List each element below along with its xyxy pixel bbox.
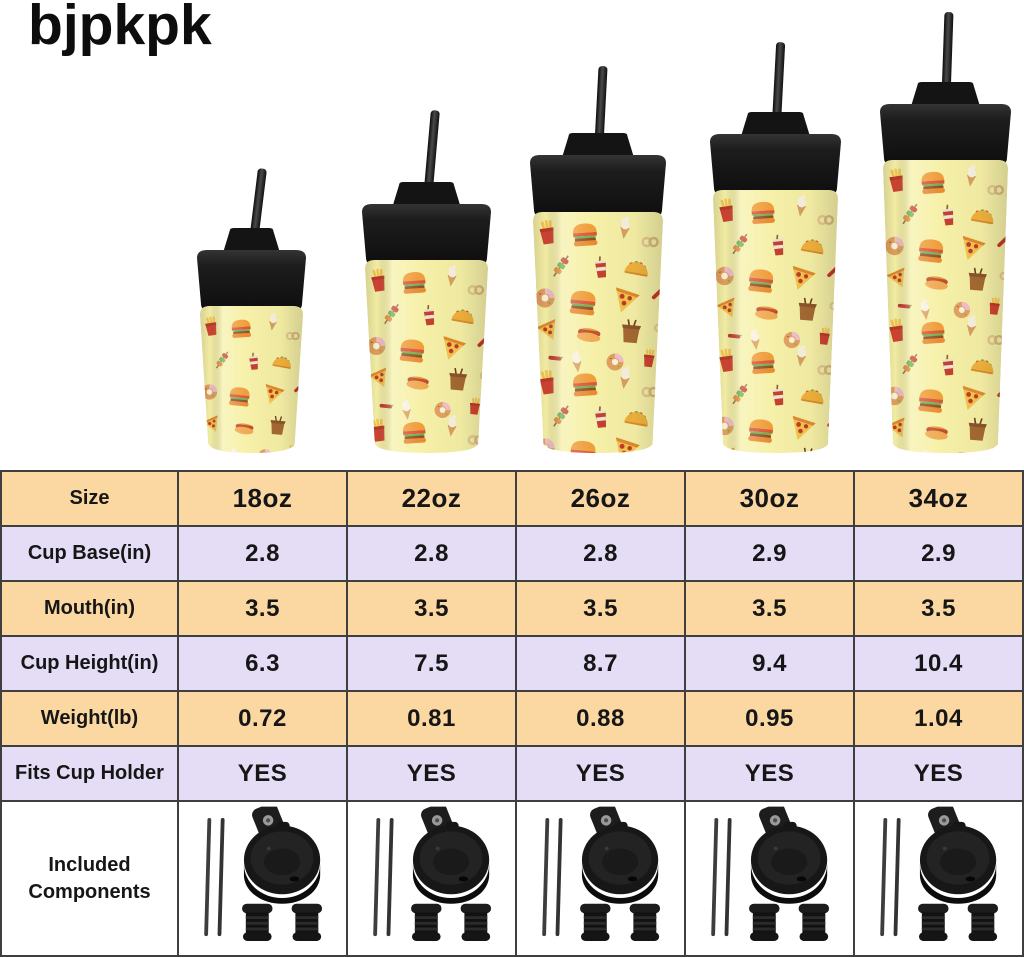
size-cell: 26oz	[515, 470, 686, 527]
value-cell: 7.5	[346, 635, 517, 692]
value-cell: YES	[515, 745, 686, 802]
size-cell: 22oz	[346, 470, 517, 527]
value-cell: 3.5	[346, 580, 517, 637]
size-cell: 30oz	[684, 470, 855, 527]
value-cell: 0.81	[346, 690, 517, 747]
lid-spout-icon	[910, 82, 981, 108]
spec-row-size: Size 18oz 22oz 26oz 30oz 34oz	[0, 470, 1024, 527]
row-label: Mouth(in)	[0, 580, 179, 637]
spec-row-weight: Weight(lb) 0.72 0.81 0.88 0.95 1.04	[0, 690, 1024, 747]
row-label: Cup Base(in)	[0, 525, 179, 582]
included-components-image	[520, 806, 682, 952]
straw-icon	[771, 42, 786, 143]
spec-row-cup-height: Cup Height(in) 6.3 7.5 8.7 9.4 10.4	[0, 635, 1024, 692]
tumbler-18oz	[0, 0, 1024, 470]
spec-row-cup-base: Cup Base(in) 2.8 2.8 2.8 2.9 2.9	[0, 525, 1024, 582]
value-cell: 10.4	[853, 635, 1024, 692]
tumbler-22oz	[0, 0, 1024, 470]
tumbler-graphic	[880, 12, 1011, 453]
components-cell	[177, 800, 348, 957]
lid-spout-icon	[740, 112, 811, 138]
components-cell	[346, 800, 517, 957]
included-components-image	[182, 806, 344, 952]
lid-icon	[880, 104, 1011, 165]
value-cell: YES	[853, 745, 1024, 802]
included-components-image	[689, 806, 851, 952]
lid-icon	[362, 204, 491, 265]
value-cell: 0.88	[515, 690, 686, 747]
value-cell: 3.5	[853, 580, 1024, 637]
tumbler-graphic	[530, 66, 666, 453]
tumbler-body	[713, 190, 838, 453]
lid-spout-icon	[561, 133, 635, 159]
brand-logo: bjpkpk	[28, 0, 212, 57]
tumbler-34oz	[0, 0, 1024, 470]
tumbler-graphic	[362, 110, 491, 453]
value-cell: 2.8	[346, 525, 517, 582]
included-components-image	[858, 806, 1020, 952]
value-cell: 0.95	[684, 690, 855, 747]
value-cell: 9.4	[684, 635, 855, 692]
spec-row-fits-cup-holder: Fits Cup Holder YES YES YES YES YES	[0, 745, 1024, 802]
straw-icon	[941, 12, 954, 113]
lid-icon	[530, 155, 666, 217]
row-label: Size	[0, 470, 179, 527]
lid-icon	[197, 250, 306, 311]
value-cell: YES	[346, 745, 517, 802]
value-cell: 1.04	[853, 690, 1024, 747]
product-image-area	[0, 0, 1024, 470]
value-cell: 2.8	[177, 525, 348, 582]
value-cell: 3.5	[684, 580, 855, 637]
value-cell: 8.7	[515, 635, 686, 692]
tumbler-graphic	[710, 42, 841, 453]
lid-spout-icon	[222, 228, 281, 254]
straw-icon	[247, 168, 267, 259]
value-cell: 3.5	[177, 580, 348, 637]
components-cell	[515, 800, 686, 957]
spec-row-mouth: Mouth(in) 3.5 3.5 3.5 3.5 3.5	[0, 580, 1024, 637]
value-cell: 2.9	[684, 525, 855, 582]
straw-icon	[593, 66, 608, 164]
tumbler-30oz	[0, 0, 1024, 470]
size-cell: 18oz	[177, 470, 348, 527]
tumbler-graphic	[197, 168, 306, 453]
value-cell: 6.3	[177, 635, 348, 692]
row-label: Weight(lb)	[0, 690, 179, 747]
spec-row-included-components: Included Components	[0, 800, 1024, 957]
value-cell: 2.9	[853, 525, 1024, 582]
components-cell	[853, 800, 1024, 957]
lid-spout-icon	[392, 182, 461, 208]
row-label: Cup Height(in)	[0, 635, 179, 692]
value-cell: 3.5	[515, 580, 686, 637]
value-cell: 0.72	[177, 690, 348, 747]
value-cell: YES	[177, 745, 348, 802]
row-label: Fits Cup Holder	[0, 745, 179, 802]
tumbler-26oz	[0, 0, 1024, 470]
value-cell: YES	[684, 745, 855, 802]
straw-icon	[422, 110, 440, 213]
spec-table: Size 18oz 22oz 26oz 30oz 34oz Cup Base(i…	[0, 470, 1024, 957]
included-components-image	[351, 806, 513, 952]
row-label: Included Components	[0, 800, 179, 957]
value-cell: 2.8	[515, 525, 686, 582]
lid-icon	[710, 134, 841, 195]
components-cell	[684, 800, 855, 957]
size-cell: 34oz	[853, 470, 1024, 527]
